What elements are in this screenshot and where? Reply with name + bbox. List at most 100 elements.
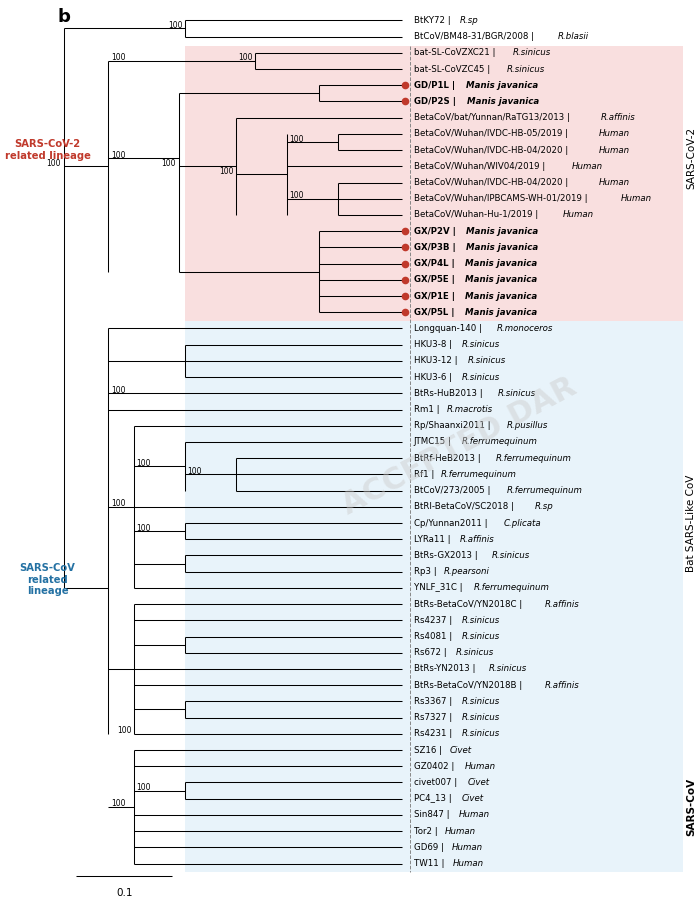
Text: Human: Human (598, 145, 629, 154)
Text: R.sinicus: R.sinicus (462, 713, 500, 723)
Text: BetaCoV/Wuhan/WIV04/2019 |: BetaCoV/Wuhan/WIV04/2019 | (414, 161, 547, 170)
Text: Manis javanica: Manis javanica (467, 97, 539, 106)
Text: Human: Human (571, 161, 603, 170)
Text: SARS-CoV-2
related lineage: SARS-CoV-2 related lineage (5, 139, 90, 161)
Text: Human: Human (563, 210, 594, 219)
Text: Human: Human (464, 761, 496, 770)
Text: Bat SARS-Like CoV: Bat SARS-Like CoV (686, 474, 696, 572)
Text: Rs4237 |: Rs4237 | (414, 616, 454, 625)
Text: 100: 100 (111, 53, 125, 62)
Text: C.plicata: C.plicata (503, 519, 541, 528)
Text: Rm1 |: Rm1 | (414, 405, 442, 414)
Text: R.monoceros: R.monoceros (497, 324, 553, 333)
Text: R.sinicus: R.sinicus (462, 616, 500, 625)
Text: BtRs-BetaCoV/YN2018C |: BtRs-BetaCoV/YN2018C | (414, 600, 524, 609)
Text: BetaCoV/Wuhan-Hu-1/2019 |: BetaCoV/Wuhan-Hu-1/2019 | (414, 210, 540, 219)
Text: PC4_13 |: PC4_13 | (414, 794, 454, 803)
Text: ACCEPTED DAR: ACCEPTED DAR (337, 372, 582, 520)
Text: 100: 100 (111, 500, 125, 509)
Text: TW11 |: TW11 | (414, 859, 447, 868)
Text: R.ferrumequinum: R.ferrumequinum (474, 584, 550, 593)
Text: 100: 100 (136, 459, 151, 468)
Text: R.macrotis: R.macrotis (447, 405, 493, 414)
Text: R.ferrumequinum: R.ferrumequinum (441, 470, 517, 479)
Text: GD69 |: GD69 | (414, 842, 447, 851)
Text: Human: Human (452, 842, 483, 851)
Text: 100: 100 (111, 799, 125, 808)
Text: Human: Human (458, 810, 490, 819)
Text: 100: 100 (162, 159, 176, 168)
Text: R.sinicus: R.sinicus (513, 49, 551, 58)
Text: Human: Human (444, 826, 476, 835)
Text: HKU3-12 |: HKU3-12 | (414, 356, 460, 365)
Text: BetaCoV/bat/Yunnan/RaTG13/2013 |: BetaCoV/bat/Yunnan/RaTG13/2013 | (414, 113, 573, 122)
Text: GX/P2V |: GX/P2V | (414, 226, 458, 235)
Text: GZ0402 |: GZ0402 | (414, 761, 456, 770)
Text: Civet: Civet (450, 746, 472, 754)
Text: 100: 100 (46, 159, 61, 168)
Text: bat-SL-CoVZXC21 |: bat-SL-CoVZXC21 | (414, 49, 498, 58)
Text: Human: Human (598, 129, 629, 138)
Text: 0.1: 0.1 (116, 888, 132, 897)
Text: GX/P5L |: GX/P5L | (414, 308, 457, 317)
Text: BtRs-BetaCoV/YN2018B |: BtRs-BetaCoV/YN2018B | (414, 681, 524, 690)
Text: Sin847 |: Sin847 | (414, 810, 452, 819)
Text: GX/P4L |: GX/P4L | (414, 259, 457, 268)
Text: Tor2 |: Tor2 | (414, 826, 440, 835)
Text: R.sinicus: R.sinicus (498, 389, 536, 398)
Text: Manis javanica: Manis javanica (466, 226, 539, 235)
Text: R.pearsoni: R.pearsoni (444, 567, 489, 576)
Text: SARS-CoV-2: SARS-CoV-2 (686, 127, 696, 189)
Text: Rp/Shaanxi2011 |: Rp/Shaanxi2011 | (414, 421, 493, 430)
Text: Human: Human (598, 178, 629, 187)
Text: HKU3-8 |: HKU3-8 | (414, 340, 454, 349)
Text: R.sinicus: R.sinicus (462, 340, 500, 349)
Text: BtRs-GX2013 |: BtRs-GX2013 | (414, 551, 480, 560)
Text: BetaCoV/Wuhan/IPBCAMS-WH-01/2019 |: BetaCoV/Wuhan/IPBCAMS-WH-01/2019 | (414, 194, 590, 203)
Text: 100: 100 (290, 191, 304, 200)
Text: BtRs-HuB2013 |: BtRs-HuB2013 | (414, 389, 485, 398)
Text: Cp/Yunnan2011 |: Cp/Yunnan2011 | (414, 519, 490, 528)
Text: BetaCoV/Wuhan/IVDC-HB-04/2020 |: BetaCoV/Wuhan/IVDC-HB-04/2020 | (414, 178, 570, 187)
Text: BtRI-BetaCoV/SC2018 |: BtRI-BetaCoV/SC2018 | (414, 502, 517, 511)
Text: 100: 100 (188, 467, 202, 476)
Text: HKU3-6 |: HKU3-6 | (414, 373, 454, 382)
Text: YNLF_31C |: YNLF_31C | (414, 584, 465, 593)
Text: R.sinicus: R.sinicus (468, 356, 506, 365)
Text: 100: 100 (111, 386, 125, 395)
Text: 100: 100 (136, 783, 151, 792)
Text: BtRs-YN2013 |: BtRs-YN2013 | (414, 665, 478, 674)
Text: Manis javanica: Manis javanica (466, 291, 538, 300)
Text: Rp3 |: Rp3 | (414, 567, 439, 576)
Text: 100: 100 (219, 167, 234, 176)
Text: GX/P5E |: GX/P5E | (414, 275, 458, 284)
Text: BetaCoV/Wuhan/IVDC-HB-05/2019 |: BetaCoV/Wuhan/IVDC-HB-05/2019 | (414, 129, 570, 138)
Text: R.affinis: R.affinis (545, 600, 579, 609)
Text: R.ferrumequinum: R.ferrumequinum (461, 437, 538, 446)
Text: R.ferrumequinum: R.ferrumequinum (507, 486, 583, 495)
Text: Manis javanica: Manis javanica (466, 275, 538, 284)
Text: GD/P2S |: GD/P2S | (414, 97, 458, 106)
Text: BtCoV/BM48-31/BGR/2008 |: BtCoV/BM48-31/BGR/2008 | (414, 32, 536, 41)
Text: GD/P1L |: GD/P1L | (414, 81, 458, 89)
Text: R.sinicus: R.sinicus (462, 697, 500, 706)
Bar (185, 45, 683, 321)
Text: R.sinicus: R.sinicus (462, 730, 500, 739)
Text: R.sp: R.sp (535, 502, 553, 511)
Text: BtCoV/273/2005 |: BtCoV/273/2005 | (414, 486, 493, 495)
Text: BetaCoV/Wuhan/IVDC-HB-04/2020 |: BetaCoV/Wuhan/IVDC-HB-04/2020 | (414, 145, 570, 154)
Text: 100: 100 (136, 524, 151, 533)
Text: 100: 100 (168, 21, 183, 30)
Text: SARS-CoV: SARS-CoV (686, 778, 696, 836)
Text: Human: Human (621, 194, 652, 203)
Text: JTMC15 |: JTMC15 | (414, 437, 454, 446)
Text: Civet: Civet (461, 794, 484, 803)
Text: R.sinicus: R.sinicus (462, 373, 500, 382)
Text: Human: Human (453, 859, 484, 868)
Bar (185, 321, 683, 872)
Text: R.blasii: R.blasii (558, 32, 589, 41)
Text: BtRf-HeB2013 |: BtRf-HeB2013 | (414, 454, 483, 463)
Text: Manis javanica: Manis javanica (465, 259, 538, 268)
Text: b: b (57, 8, 70, 26)
Text: Rs3367 |: Rs3367 | (414, 697, 454, 706)
